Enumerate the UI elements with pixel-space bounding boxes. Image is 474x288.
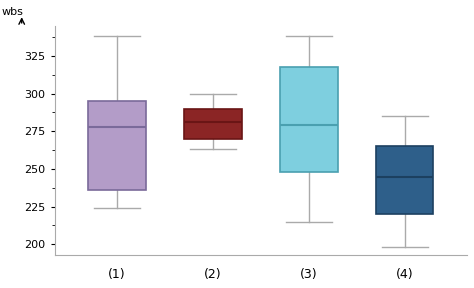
Bar: [280, 67, 337, 172]
Text: wbs: wbs: [1, 7, 23, 17]
Bar: [184, 109, 242, 139]
Bar: [88, 101, 146, 190]
Bar: [376, 146, 434, 214]
